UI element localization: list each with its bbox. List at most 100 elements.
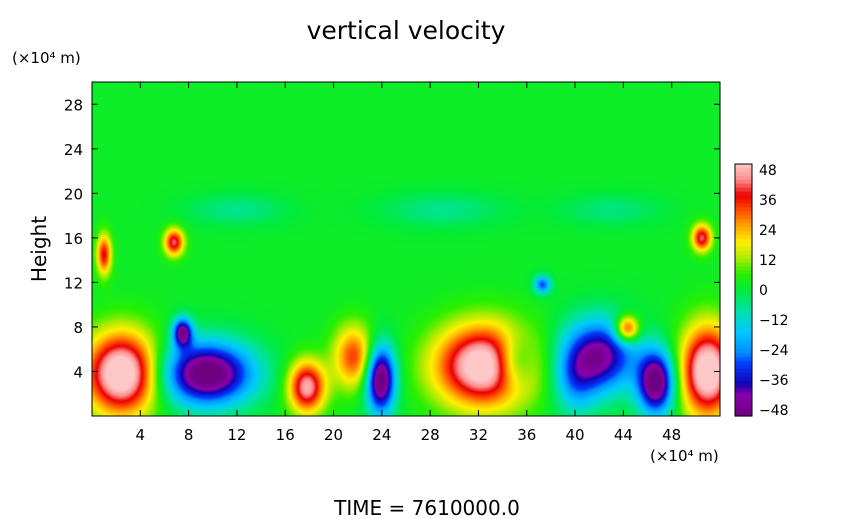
x-tick-label: 36 <box>517 426 536 444</box>
colorbar-tick-label: −24 <box>759 343 789 359</box>
colorbar-swatch <box>735 325 752 330</box>
y-tick-label: 12 <box>64 274 83 292</box>
y-axis-label: Height <box>27 216 51 282</box>
colorbar: 48 36 24 12 0 −12 −24 −36 −48 <box>734 163 789 419</box>
colorbar-swatch <box>735 384 752 390</box>
colorbar-swatch <box>735 396 752 401</box>
colorbar-swatch <box>735 211 752 216</box>
colorbar-swatch <box>735 290 752 295</box>
colorbar-swatch <box>735 317 752 323</box>
colorbar-swatch <box>735 309 752 315</box>
colorbar-swatch <box>735 250 752 256</box>
x-tick-label: 4 <box>136 426 146 444</box>
colorbar-swatch <box>735 408 752 413</box>
colorbar-tick-label: −12 <box>759 313 789 329</box>
colorbar-swatch <box>735 400 752 405</box>
colorbar-swatch <box>735 282 752 287</box>
colorbar-swatch <box>735 242 752 248</box>
x-tick-label: 40 <box>566 426 585 444</box>
colorbar-swatch <box>735 199 752 204</box>
x-tick-label: 24 <box>372 426 391 444</box>
colorbar-swatch <box>735 230 752 236</box>
colorbar-swatch <box>735 207 752 212</box>
colorbar-swatch <box>735 329 752 334</box>
colorbar-swatch <box>735 227 752 232</box>
y-tick-label: 20 <box>64 185 83 203</box>
colorbar-swatch <box>735 412 752 417</box>
colorbar-swatch <box>735 167 752 173</box>
plot-frame <box>91 81 721 417</box>
y-tick-label: 8 <box>73 319 83 337</box>
colorbar-swatch <box>735 266 752 271</box>
colorbar-swatch <box>735 219 752 224</box>
colorbar-swatch <box>735 270 752 275</box>
colorbar-tick-label: −36 <box>759 373 789 389</box>
colorbar-tick-label: −48 <box>759 403 789 419</box>
colorbar-swatch <box>735 337 752 342</box>
colorbar-swatch <box>735 238 752 244</box>
colorbar-swatch <box>735 223 752 228</box>
colorbar-swatch <box>735 203 752 208</box>
x-tick-label: 16 <box>276 426 295 444</box>
colorbar-swatch <box>735 187 752 193</box>
x-tick-label: 28 <box>421 426 440 444</box>
x-tick-label: 44 <box>614 426 633 444</box>
colorbar-swatch <box>735 356 752 362</box>
colorbar-tick-label: 48 <box>759 163 777 179</box>
colorbar-swatch <box>735 195 752 201</box>
colorbar-swatch <box>735 246 752 252</box>
colorbar-swatch <box>735 349 752 354</box>
colorbar-swatch <box>735 345 752 350</box>
colorbar-swatch <box>735 305 752 311</box>
x-tick-label: 48 <box>662 426 681 444</box>
colorbar-swatch <box>735 360 752 366</box>
colorbar-swatch <box>735 274 752 279</box>
colorbar-swatch <box>735 392 752 397</box>
x-tick-label: 12 <box>227 426 246 444</box>
colorbar-swatch <box>735 372 752 378</box>
velocity-field <box>92 82 720 416</box>
colorbar-swatch <box>735 301 752 307</box>
colorbar-tick-label: 36 <box>759 193 777 209</box>
colorbar-swatch <box>735 313 752 319</box>
x-tick-label: 20 <box>324 426 343 444</box>
colorbar-frame <box>734 163 753 417</box>
time-footer: TIME = 7610000.0 <box>333 496 520 519</box>
y-tick-label: 24 <box>64 141 83 159</box>
colorbar-swatch <box>735 164 752 169</box>
colorbar-swatch <box>735 353 752 358</box>
y-tick-label: 28 <box>64 96 83 114</box>
colorbar-swatch <box>735 183 752 189</box>
x-axis-unit: (×10⁴ m) <box>650 447 719 465</box>
colorbar-swatch <box>735 215 752 220</box>
colorbar-swatch <box>735 368 752 374</box>
chart-title: vertical velocity <box>307 16 506 45</box>
colorbar-swatch <box>735 179 752 185</box>
colorbar-tick-label: 0 <box>759 283 768 299</box>
x-tick-label: 32 <box>469 426 488 444</box>
colorbar-swatch <box>735 191 752 197</box>
colorbar-swatch <box>735 175 752 181</box>
colorbar-swatch <box>735 293 752 299</box>
colorbar-swatch <box>735 234 752 240</box>
colorbar-swatch <box>735 364 752 370</box>
colorbar-swatch <box>735 297 752 303</box>
colorbar-swatch <box>735 286 752 291</box>
colorbar-swatch <box>735 404 752 409</box>
heatmap-plot-area <box>91 81 721 417</box>
colorbar-swatch <box>735 262 752 267</box>
colorbar-swatch <box>735 341 752 346</box>
y-tick-label: 4 <box>73 363 83 381</box>
y-axis-unit: (×10⁴ m) <box>12 49 81 67</box>
colorbar-swatch <box>735 254 752 260</box>
colorbar-swatch <box>735 171 752 177</box>
colorbar-swatch <box>735 388 752 393</box>
colorbar-swatch <box>735 333 752 338</box>
colorbar-swatch <box>735 376 752 382</box>
x-tick-label: 8 <box>184 426 194 444</box>
colorbar-tick-label: 24 <box>759 223 777 239</box>
colorbar-swatch <box>735 380 752 386</box>
colorbar-swatch <box>735 258 752 264</box>
